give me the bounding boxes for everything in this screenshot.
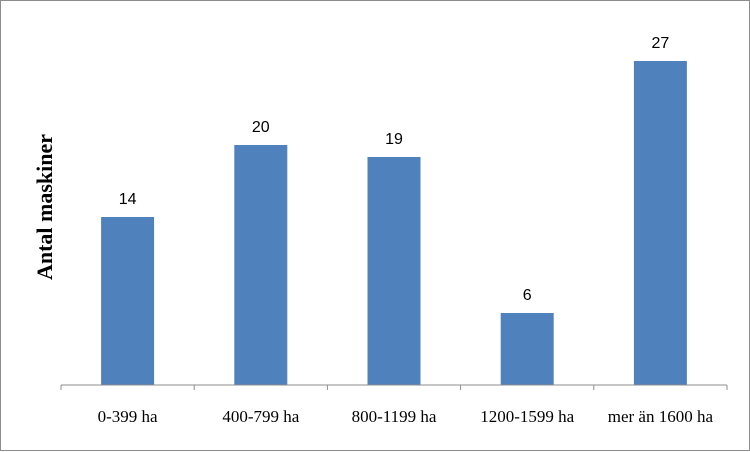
bar bbox=[101, 217, 155, 385]
bar bbox=[234, 145, 288, 385]
x-tick-label: 400-799 ha bbox=[222, 407, 299, 426]
bars-group bbox=[101, 61, 687, 385]
x-tick-labels-group: 0-399 ha 400-799 ha 800-1199 ha 1200-1599 h… bbox=[98, 407, 714, 426]
bar bbox=[367, 157, 421, 385]
data-labels-group: 14 20 19 6 27 bbox=[119, 35, 670, 304]
bar bbox=[500, 313, 554, 385]
data-label: 20 bbox=[252, 119, 270, 136]
x-tick-label: 800-1199 ha bbox=[352, 407, 437, 426]
x-tick-label: mer än 1600 ha bbox=[608, 407, 714, 426]
data-label: 6 bbox=[523, 287, 532, 304]
y-axis-label: Antal maskiner bbox=[32, 134, 57, 280]
data-label: 27 bbox=[652, 35, 670, 52]
bar bbox=[633, 61, 687, 385]
x-tick-label: 1200-1599 ha bbox=[480, 407, 574, 426]
data-label: 14 bbox=[119, 191, 137, 208]
x-axis bbox=[60, 384, 728, 390]
x-tick-label: 0-399 ha bbox=[98, 407, 158, 426]
data-label: 19 bbox=[385, 131, 403, 148]
